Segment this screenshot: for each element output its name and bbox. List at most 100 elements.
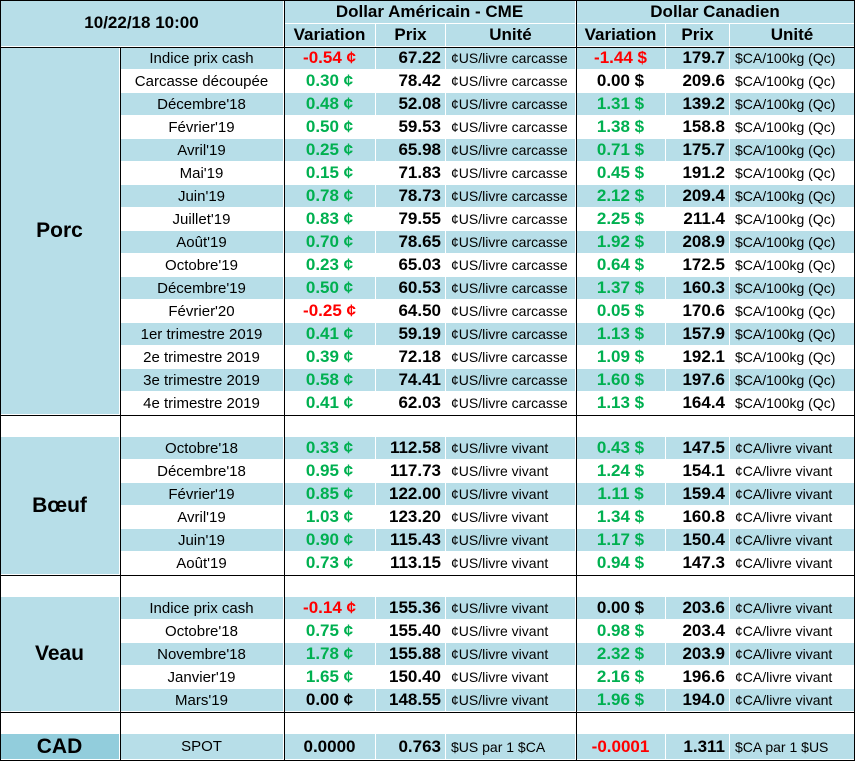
unit: ¢US/livre carcasse — [446, 323, 576, 346]
price: 175.7 — [666, 139, 730, 162]
variation: 2.16 $ — [576, 666, 666, 689]
group-label: CAD — [0, 734, 120, 760]
unit: ¢US/livre carcasse — [446, 369, 576, 392]
contract: 1er trimestre 2019 — [120, 323, 284, 346]
cad-title: Dollar Canadien — [576, 0, 855, 24]
price: 65.98 — [376, 139, 446, 162]
contract: SPOT — [120, 734, 284, 760]
variation: 0.23 ¢ — [284, 254, 376, 277]
variation: 0.90 ¢ — [284, 529, 376, 552]
price: 150.4 — [666, 529, 730, 552]
variation: 0.0000 — [284, 734, 376, 760]
rule-line — [120, 47, 121, 760]
price: 65.03 — [376, 254, 446, 277]
variation: -0.0001 — [576, 734, 666, 760]
group-label: Veau — [0, 597, 120, 712]
unit: $CA/100kg (Qc) — [730, 323, 855, 346]
unit: $CA/100kg (Qc) — [730, 47, 855, 70]
column-header: Variation — [284, 24, 376, 47]
variation: 2.12 $ — [576, 185, 666, 208]
unit: ¢US/livre vivant — [446, 483, 576, 506]
variation: 1.09 $ — [576, 346, 666, 369]
variation: 0.00 $ — [576, 70, 666, 93]
price: 71.83 — [376, 162, 446, 185]
variation: 0.64 $ — [576, 254, 666, 277]
unit: $CA/100kg (Qc) — [730, 277, 855, 300]
variation: 0.15 ¢ — [284, 162, 376, 185]
variation: 0.33 ¢ — [284, 437, 376, 460]
unit: ¢CA/livre vivant — [730, 643, 855, 666]
variation: -0.25 ¢ — [284, 300, 376, 323]
contract: 3e trimestre 2019 — [120, 369, 284, 392]
unit: ¢CA/livre vivant — [730, 483, 855, 506]
contract: Février'19 — [120, 483, 284, 506]
unit: ¢CA/livre vivant — [730, 666, 855, 689]
price: 1.311 — [666, 734, 730, 760]
unit: $CA/100kg (Qc) — [730, 254, 855, 277]
price: 78.42 — [376, 70, 446, 93]
variation: 0.98 $ — [576, 620, 666, 643]
contract: Août'19 — [120, 231, 284, 254]
unit: ¢US/livre vivant — [446, 597, 576, 620]
rule-line — [0, 712, 855, 713]
price: 192.1 — [666, 346, 730, 369]
unit: ¢US/livre carcasse — [446, 208, 576, 231]
rule-line — [284, 0, 285, 761]
price: 150.40 — [376, 666, 446, 689]
variation: 2.25 $ — [576, 208, 666, 231]
variation: 0.70 ¢ — [284, 231, 376, 254]
unit: ¢US/livre carcasse — [446, 70, 576, 93]
unit: ¢US/livre vivant — [446, 643, 576, 666]
variation: 0.30 ¢ — [284, 70, 376, 93]
rule-line — [0, 0, 1, 761]
contract: Juin'19 — [120, 185, 284, 208]
contract: Décembre'18 — [120, 93, 284, 116]
unit: ¢US/livre vivant — [446, 666, 576, 689]
variation: 1.11 $ — [576, 483, 666, 506]
contract: Décembre'19 — [120, 277, 284, 300]
column-header: Prix — [666, 24, 730, 47]
variation: 1.65 ¢ — [284, 666, 376, 689]
price: 154.1 — [666, 460, 730, 483]
column-header: Prix — [376, 24, 446, 47]
column-header: Variation — [576, 24, 666, 47]
unit: ¢US/livre carcasse — [446, 139, 576, 162]
variation: 0.73 ¢ — [284, 552, 376, 575]
price: 59.19 — [376, 323, 446, 346]
unit: $CA/100kg (Qc) — [730, 185, 855, 208]
unit: ¢US/livre carcasse — [446, 300, 576, 323]
variation: 0.95 ¢ — [284, 460, 376, 483]
contract: Mars'19 — [120, 689, 284, 712]
price: 62.03 — [376, 392, 446, 415]
unit: ¢US/livre carcasse — [446, 277, 576, 300]
rule-line — [0, 415, 855, 416]
unit: $CA/100kg (Qc) — [730, 70, 855, 93]
unit: $CA/100kg (Qc) — [730, 162, 855, 185]
price: 209.6 — [666, 70, 730, 93]
variation: 1.78 ¢ — [284, 643, 376, 666]
variation: 0.45 $ — [576, 162, 666, 185]
rule-line — [0, 47, 855, 48]
contract: Indice prix cash — [120, 597, 284, 620]
contract: 2e trimestre 2019 — [120, 346, 284, 369]
contract: Carcasse découpée — [120, 70, 284, 93]
contract: Octobre'18 — [120, 437, 284, 460]
variation: 1.17 $ — [576, 529, 666, 552]
price: 164.4 — [666, 392, 730, 415]
price: 203.9 — [666, 643, 730, 666]
price: 160.8 — [666, 506, 730, 529]
price: 160.3 — [666, 277, 730, 300]
unit: $CA/100kg (Qc) — [730, 139, 855, 162]
price: 159.4 — [666, 483, 730, 506]
unit: $CA par 1 $US — [730, 734, 855, 760]
unit: ¢US/livre vivant — [446, 437, 576, 460]
price: 179.7 — [666, 47, 730, 70]
unit: ¢CA/livre vivant — [730, 529, 855, 552]
variation: 0.41 ¢ — [284, 392, 376, 415]
unit: $CA/100kg (Qc) — [730, 300, 855, 323]
unit: ¢US/livre carcasse — [446, 185, 576, 208]
variation: 1.96 $ — [576, 689, 666, 712]
unit: $CA/100kg (Qc) — [730, 346, 855, 369]
unit: ¢CA/livre vivant — [730, 552, 855, 575]
